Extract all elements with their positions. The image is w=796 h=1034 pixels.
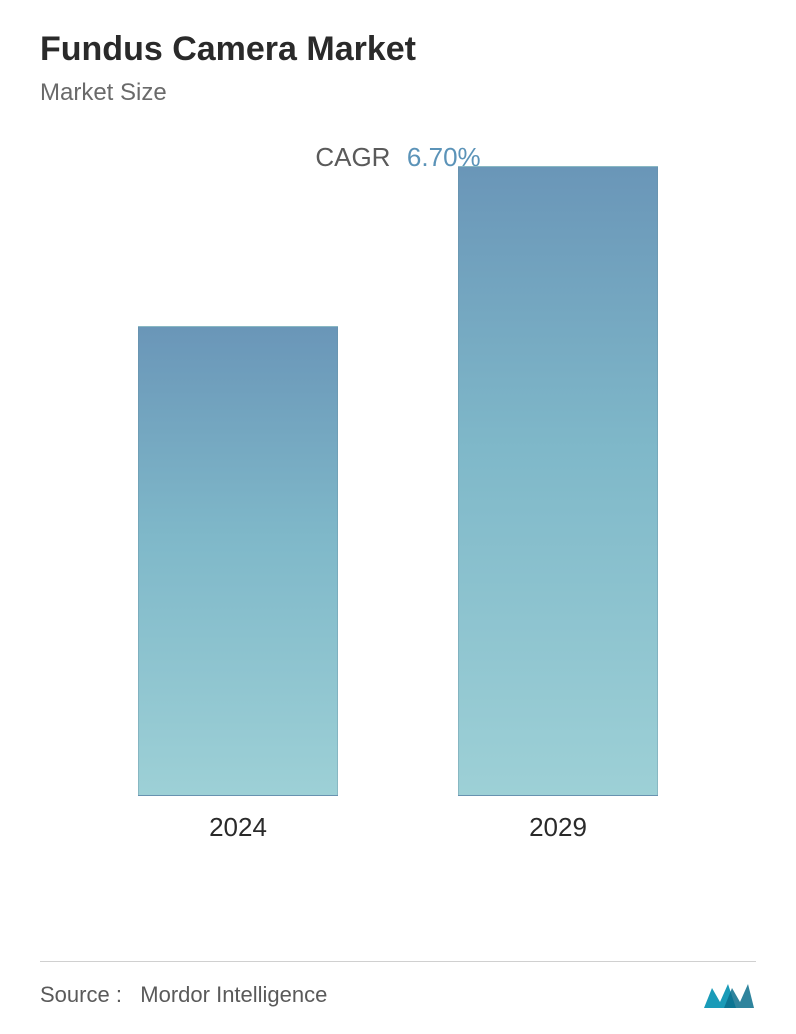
bar-label-0: 2024 [209,812,267,843]
cagr-label: CAGR [315,142,390,173]
chart-area: 2024 2029 [40,203,756,843]
bar-2029 [458,166,658,796]
footer: Source : Mordor Intelligence [40,978,756,1012]
source-name: Mordor Intelligence [140,982,327,1007]
bar-label-1: 2029 [529,812,587,843]
chart-subtitle: Market Size [40,79,756,107]
chart-title: Fundus Camera Market [40,30,756,69]
brand-logo [702,978,756,1012]
bar-group-0: 2024 [138,326,338,843]
bar-group-1: 2029 [458,166,658,843]
source-prefix: Source : [40,982,122,1007]
bar-2024 [138,326,338,796]
source-text: Source : Mordor Intelligence [40,982,327,1008]
footer-divider [40,961,756,962]
